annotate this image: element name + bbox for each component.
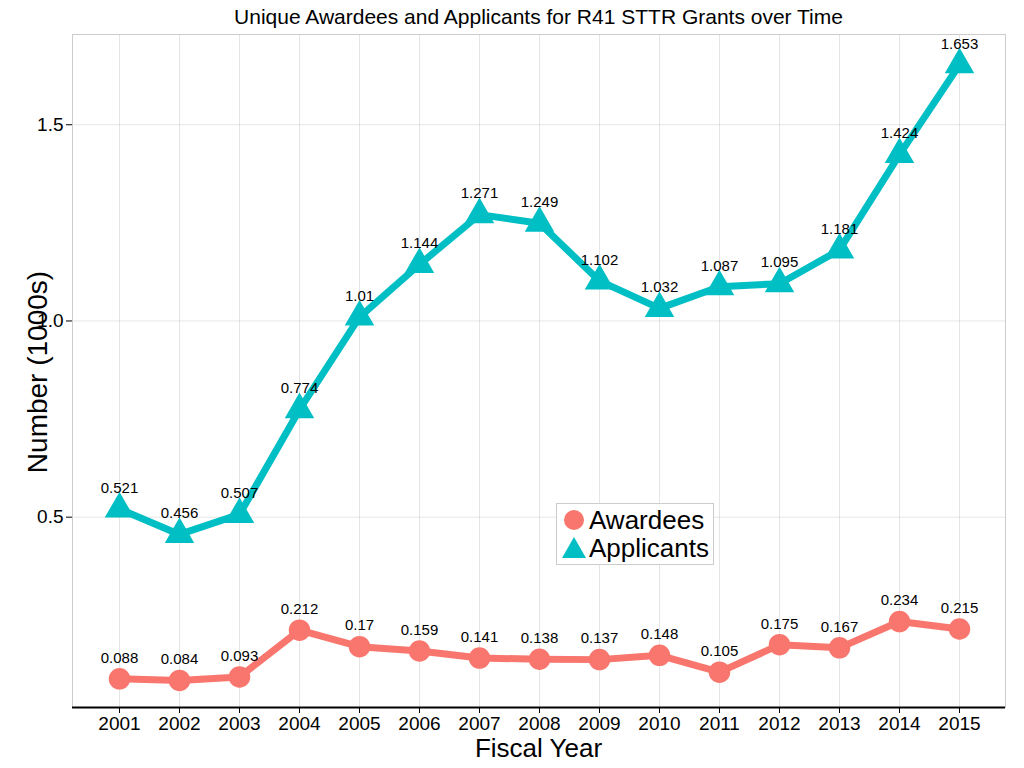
svg-text:2006: 2006 (398, 713, 440, 734)
svg-text:0.234: 0.234 (881, 591, 919, 608)
svg-text:2007: 2007 (458, 713, 500, 734)
svg-text:0.521: 0.521 (101, 479, 139, 496)
svg-text:0.105: 0.105 (701, 642, 739, 659)
svg-text:2002: 2002 (158, 713, 200, 734)
svg-text:1.032: 1.032 (641, 278, 679, 295)
svg-text:2015: 2015 (938, 713, 980, 734)
svg-text:0.5: 0.5 (37, 506, 63, 527)
svg-text:1.249: 1.249 (521, 193, 559, 210)
svg-text:1.271: 1.271 (461, 184, 499, 201)
svg-text:0.507: 0.507 (221, 484, 259, 501)
svg-text:2010: 2010 (638, 713, 680, 734)
svg-text:1.01: 1.01 (345, 287, 374, 304)
html-text:Unique Awardees and Applicants: Unique Awardees and Applicants for R41 S… (234, 5, 843, 28)
svg-text:0.088: 0.088 (101, 649, 139, 666)
svg-text:2011: 2011 (699, 713, 740, 734)
svg-text:0.212: 0.212 (281, 600, 319, 617)
svg-text:2005: 2005 (338, 713, 380, 734)
svg-text:1.102: 1.102 (581, 251, 619, 268)
svg-text:2013: 2013 (818, 713, 860, 734)
svg-text:0.084: 0.084 (161, 650, 199, 667)
html-text:Applicants: Applicants (589, 532, 709, 563)
svg-text:1.144: 1.144 (401, 234, 439, 251)
svg-text:1.095: 1.095 (761, 253, 799, 270)
svg-text:0.093: 0.093 (221, 647, 259, 664)
svg-text:1.653: 1.653 (941, 35, 979, 52)
svg-text:2003: 2003 (218, 713, 260, 734)
svg-text:0.141: 0.141 (461, 628, 499, 645)
svg-text:0.159: 0.159 (401, 621, 439, 638)
svg-text:1.5: 1.5 (37, 114, 63, 135)
svg-text:2012: 2012 (758, 713, 800, 734)
svg-text:0.17: 0.17 (345, 616, 374, 633)
svg-text:2014: 2014 (878, 713, 921, 734)
svg-text:2001: 2001 (98, 713, 140, 734)
svg-text:1.424: 1.424 (881, 124, 919, 141)
html-text:Number (1000s): Number (1000s) (22, 270, 53, 474)
svg-text:2004: 2004 (278, 713, 321, 734)
svg-text:2008: 2008 (518, 713, 560, 734)
svg-text:0.167: 0.167 (821, 618, 859, 635)
svg-text:2009: 2009 (578, 713, 620, 734)
svg-text:0.215: 0.215 (941, 599, 979, 616)
html-text:Fiscal Year: Fiscal Year (474, 733, 603, 763)
svg-text:0.774: 0.774 (281, 379, 319, 396)
svg-text:0.137: 0.137 (581, 629, 619, 646)
html-text:Awardees: Awardees (589, 504, 705, 535)
svg-text:0.456: 0.456 (161, 504, 199, 521)
svg-text:0.175: 0.175 (761, 615, 799, 632)
svg-text:0.138: 0.138 (521, 629, 559, 646)
svg-text:1.087: 1.087 (701, 257, 739, 274)
svg-text:0.148: 0.148 (641, 625, 679, 642)
svg-text:1.181: 1.181 (821, 220, 859, 237)
